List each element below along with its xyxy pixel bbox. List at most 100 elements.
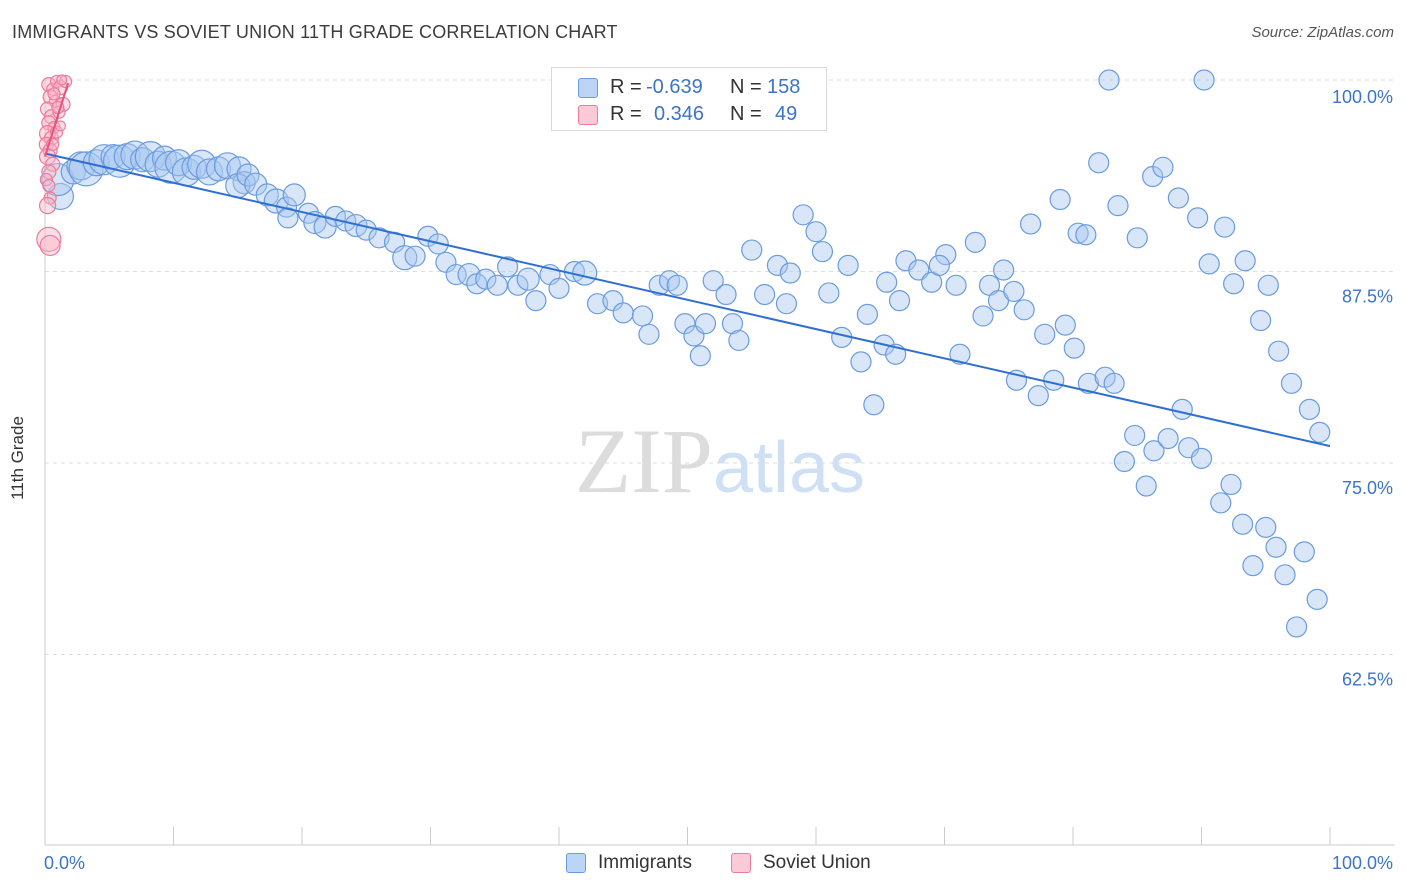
immigrants-point xyxy=(1135,475,1157,497)
immigrants-point xyxy=(987,290,1010,312)
immigrants-point xyxy=(1214,216,1236,238)
source-label: Source: ZipAtlas.com xyxy=(1251,24,1394,41)
immigrants-point xyxy=(964,231,986,253)
immigrants-point xyxy=(811,240,834,263)
immigrants-point xyxy=(702,270,724,292)
soviet-union-point xyxy=(56,74,68,86)
immigrants-point xyxy=(1309,421,1331,443)
soviet-union-point xyxy=(38,197,57,215)
immigrants-point xyxy=(876,271,898,293)
immigrants-point xyxy=(1063,337,1085,359)
immigrants-point xyxy=(1098,69,1120,91)
immigrants-point xyxy=(1075,224,1097,246)
immigrants-point xyxy=(689,345,711,367)
immigrants-point xyxy=(972,305,994,327)
soviet-union-point xyxy=(39,234,61,257)
immigrants-point xyxy=(187,149,217,179)
immigrants-point xyxy=(928,254,950,276)
immigrants-point xyxy=(1013,299,1035,321)
legend-label: Soviet Union xyxy=(763,852,871,873)
immigrants-point xyxy=(945,274,967,296)
immigrants-point xyxy=(1088,152,1110,174)
immigrants-point xyxy=(1257,274,1279,296)
axes xyxy=(44,80,1395,846)
immigrants-point xyxy=(850,351,872,373)
immigrants-point xyxy=(1255,516,1277,538)
immigrants-point xyxy=(1223,273,1245,295)
immigrants-point xyxy=(1190,447,1213,470)
stats-row-soviet-union: R = 0.346 N = 49 xyxy=(552,103,826,127)
immigrants-point xyxy=(638,323,660,345)
immigrants-point xyxy=(1034,323,1056,345)
immigrants-point xyxy=(1306,588,1328,610)
immigrants-point xyxy=(1067,222,1089,244)
immigrants-point xyxy=(497,256,519,278)
r-label: R = xyxy=(610,103,642,125)
immigrants-point xyxy=(1027,384,1049,407)
immigrants-point xyxy=(888,290,911,312)
soviet-union-point xyxy=(47,87,61,101)
immigrants-point xyxy=(1143,440,1165,462)
immigrants-point xyxy=(525,290,547,312)
immigrants-point xyxy=(1210,492,1232,514)
immigrants-point xyxy=(715,283,737,306)
immigrants-point xyxy=(993,259,1015,281)
r-label: R = xyxy=(610,76,642,98)
soviet-union-point xyxy=(41,164,57,180)
soviet-union-point xyxy=(45,156,61,172)
immigrants-point xyxy=(1124,424,1146,447)
immigrants-point xyxy=(1003,280,1025,303)
r-value: 0.346 xyxy=(654,103,705,125)
immigrants-point xyxy=(134,141,166,173)
immigrants-point xyxy=(1103,372,1125,394)
legend-label: Immigrants xyxy=(598,852,692,873)
immigrants-point xyxy=(741,239,763,261)
soviet-union-point xyxy=(36,226,62,252)
immigrants-point xyxy=(1265,536,1287,558)
immigrants-point xyxy=(344,213,368,238)
immigrants-point xyxy=(1220,473,1242,496)
immigrants-point xyxy=(1274,564,1296,586)
immigrants-point xyxy=(195,158,224,186)
immigrants-point xyxy=(572,260,598,286)
y-tick-label: 75.0% xyxy=(1342,478,1393,498)
immigrants-point xyxy=(908,259,930,281)
immigrants-point xyxy=(792,204,814,226)
immigrants-point xyxy=(949,343,971,365)
x-tick-label: 100.0% xyxy=(1332,853,1393,873)
watermark-atlas: atlas xyxy=(713,428,865,508)
immigrants-point xyxy=(516,267,540,291)
immigrants-point xyxy=(631,305,654,327)
immigrants-point xyxy=(775,293,798,315)
y-tick-label: 87.5% xyxy=(1342,287,1393,307)
immigrants-point xyxy=(486,274,508,296)
immigrants-point xyxy=(282,183,306,207)
immigrants-point xyxy=(236,163,260,187)
immigrants-point xyxy=(863,394,885,416)
immigrants-point xyxy=(1043,369,1065,391)
immigrants-point xyxy=(1232,513,1254,535)
soviet-union-trendline xyxy=(44,82,70,157)
stats-row-immigrants: R = -0.639 N = 158 xyxy=(552,76,826,100)
trendlines xyxy=(44,82,1331,448)
immigrants-trendline xyxy=(44,152,1331,448)
immigrants-point xyxy=(856,303,879,325)
immigrants-point xyxy=(1193,69,1215,91)
immigrants-point xyxy=(1234,250,1256,272)
tick-labels: 100.0% 87.5% 75.0% 62.5% 0.0% 100.0% xyxy=(44,87,1393,873)
y-tick-label: 62.5% xyxy=(1342,670,1393,690)
immigrants-point xyxy=(475,268,497,290)
immigrants-point xyxy=(1019,213,1042,235)
stats-box: R = -0.639 N = 158 R = 0.346 N = 49 xyxy=(551,67,827,131)
immigrants-point xyxy=(694,312,717,335)
immigrants-point xyxy=(1152,156,1174,178)
x-tick-label: 0.0% xyxy=(44,853,85,873)
n-label: N = xyxy=(730,76,762,98)
immigrants-point xyxy=(1198,253,1220,275)
immigrants-point xyxy=(1107,195,1129,217)
n-label: N = xyxy=(730,103,762,125)
immigrants-point xyxy=(1285,616,1308,638)
y-tick-label: 100.0% xyxy=(1332,87,1393,107)
immigrants-point xyxy=(130,147,156,173)
